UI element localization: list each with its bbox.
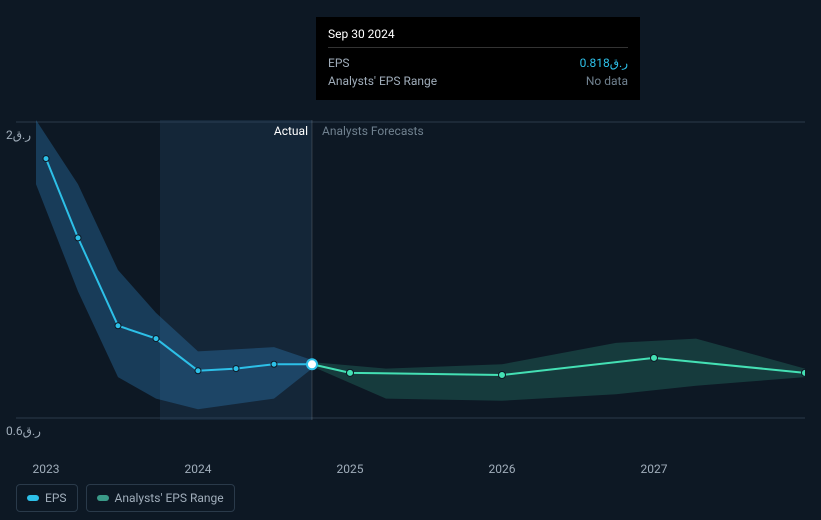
y-axis-label-bottom: ر.ق0.6 (6, 424, 41, 438)
x-axis-tick: 2027 (641, 462, 668, 476)
data-tooltip: Sep 30 2024 EPS ر.ق0.818 Analysts' EPS Ran… (316, 17, 640, 100)
chart-plot-area[interactable]: Actual Analysts Forecasts (16, 120, 805, 460)
x-axis: 2023 2024 2025 2026 2027 (16, 462, 805, 482)
legend-label: EPS (45, 491, 67, 505)
y-axis-label-top: ر.ق2 (6, 128, 31, 142)
x-axis-tick: 2024 (185, 462, 212, 476)
legend-item[interactable]: Analysts' EPS Range (86, 484, 235, 512)
tooltip-row-value: ر.ق0.818 (580, 56, 628, 70)
chart-legend: EPS Analysts' EPS Range (16, 484, 235, 512)
x-axis-tick: 2023 (33, 462, 60, 476)
legend-item[interactable]: EPS (16, 484, 78, 512)
region-label-actual: Actual (274, 124, 308, 138)
region-label-forecast: Analysts Forecasts (322, 124, 424, 138)
tooltip-row-label: Analysts' EPS Range (328, 74, 437, 88)
tooltip-row: EPS ر.ق0.818 (328, 54, 628, 72)
x-axis-tick: 2026 (489, 462, 516, 476)
tooltip-date: Sep 30 2024 (328, 27, 628, 48)
tooltip-row-value: No data (586, 74, 628, 88)
tooltip-row-label: EPS (328, 56, 350, 70)
tooltip-row: Analysts' EPS Range No data (328, 72, 628, 90)
legend-swatch (27, 495, 39, 501)
legend-label: Analysts' EPS Range (115, 491, 224, 505)
chart-stage: Sep 30 2024 EPS ر.ق0.818 Analysts' EPS Ran… (0, 0, 821, 520)
x-axis-tick: 2025 (337, 462, 364, 476)
chart-svg (16, 120, 805, 420)
legend-swatch (97, 495, 109, 501)
